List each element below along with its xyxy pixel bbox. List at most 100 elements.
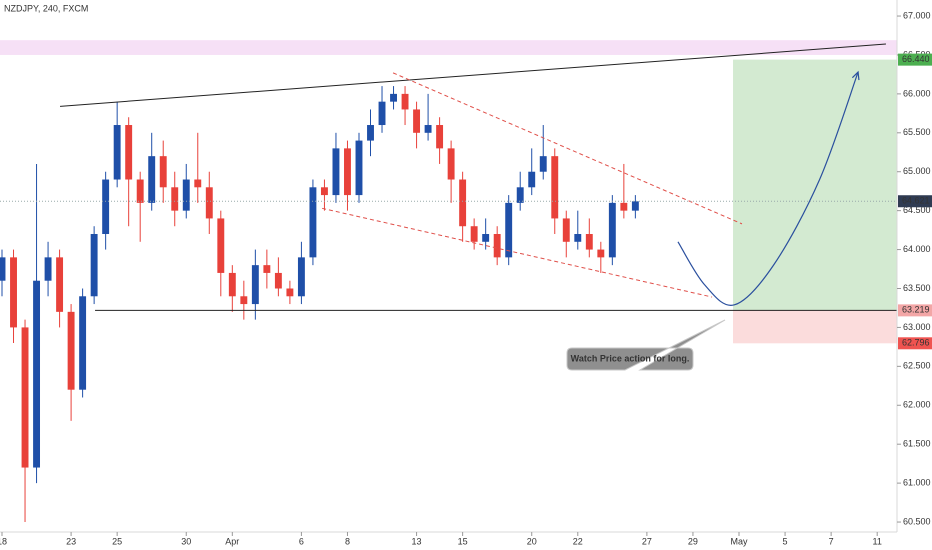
candle-body [597, 249, 605, 258]
y-tick-label: 61.000 [903, 477, 931, 487]
trend-line [392, 72, 743, 225]
price-label: 63.219 [902, 305, 930, 315]
candle-body [551, 156, 559, 219]
candle-body [263, 265, 271, 273]
x-tick-label: 8 [345, 536, 350, 546]
arrow-head [851, 70, 860, 81]
y-tick-label: 62.500 [903, 361, 931, 371]
callout: Watch Price action for long. [566, 319, 726, 371]
candle-body [0, 257, 6, 281]
candle-body [344, 148, 351, 196]
y-tick-label: 66.000 [903, 88, 931, 98]
x-tick-label: 6 [299, 536, 304, 546]
candle-body [148, 156, 156, 203]
candle-body [424, 125, 432, 133]
candle-body [516, 187, 524, 203]
candle-body [33, 280, 41, 468]
candle-body [585, 234, 593, 250]
x-tick-label: 18 [0, 536, 7, 546]
price-label-box [898, 337, 932, 350]
candle-body [79, 296, 87, 390]
x-tick-label: 22 [573, 536, 583, 546]
x-tick-label: 23 [66, 536, 76, 546]
candle-body [355, 140, 363, 196]
price-label: 62.796 [902, 338, 930, 348]
candle-body [21, 327, 29, 468]
x-tick-label: 13 [412, 536, 422, 546]
x-tick-label: Apr [225, 536, 239, 546]
y-tick-label: 63.500 [903, 283, 931, 293]
price-label-box [898, 304, 932, 317]
price-label-box [898, 195, 932, 208]
candle-body [171, 187, 179, 211]
candle-body [528, 171, 536, 188]
trend-line [677, 71, 859, 306]
candle-body [205, 187, 213, 219]
candle-body [10, 257, 17, 328]
candle-body [251, 265, 259, 305]
x-tick-label: 15 [458, 536, 468, 546]
candle-body [102, 179, 110, 235]
candle-body [631, 201, 639, 211]
candle-body [574, 234, 582, 242]
y-tick-label: 65.000 [903, 166, 931, 176]
candle-body [228, 272, 236, 297]
candle-body [113, 125, 121, 180]
candle-body [620, 202, 628, 211]
price-label: 66.440 [902, 54, 930, 64]
candle-body [539, 156, 547, 172]
candle-body [401, 93, 409, 110]
x-tick-label: 11 [873, 536, 882, 546]
candle-body [240, 296, 248, 305]
candle-body [436, 125, 444, 149]
candle-body [320, 187, 328, 196]
price-label: 64.621 [902, 196, 930, 206]
candle-body [136, 179, 144, 203]
y-tick-label: 63.000 [903, 322, 931, 332]
candle-body [459, 179, 467, 227]
trend-line [322, 207, 713, 298]
candle-body [493, 234, 501, 258]
candle-body [159, 156, 167, 188]
candle-body [378, 101, 386, 126]
y-tick-label: 65.500 [903, 127, 931, 137]
candle-body [367, 125, 374, 141]
x-tick-label: 20 [527, 536, 537, 546]
y-tick-label: 60.500 [903, 516, 931, 526]
candle-body [332, 148, 340, 196]
zone [0, 40, 897, 55]
callout-box [566, 319, 726, 371]
x-tick-label: 29 [688, 536, 698, 546]
candle-body [470, 226, 478, 242]
candles [0, 86, 639, 523]
x-tick-label: 27 [642, 536, 652, 546]
candle-body [413, 109, 421, 133]
candle-body [67, 311, 75, 390]
candle-body [56, 257, 64, 312]
x-tick-label: May [730, 536, 748, 546]
candle-body [562, 218, 570, 242]
candle-body [44, 257, 52, 281]
y-tick-label: 67.000 [903, 10, 931, 20]
candle-body [182, 179, 190, 211]
trend-line [60, 43, 886, 107]
candle-body [297, 257, 305, 297]
chart-title: NZDJPY, 240, FXCM [4, 3, 88, 13]
candle-body [447, 148, 455, 180]
zone [733, 310, 897, 344]
candle-body [274, 272, 282, 289]
candle-body [608, 202, 616, 258]
x-tick-label: 7 [829, 536, 834, 546]
x-tick-label: 30 [181, 536, 191, 546]
x-tick-label: 25 [112, 536, 122, 546]
candle-body [309, 187, 317, 258]
candle-body [505, 202, 513, 258]
x-tick-label: 5 [783, 536, 788, 546]
candle-body [390, 93, 397, 102]
callout-text: Watch Price action for long. [571, 353, 690, 363]
axes: 67.00066.50066.00065.50065.00064.50064.0… [0, 10, 932, 546]
zone [733, 59, 897, 311]
candle-body [90, 234, 98, 297]
drawings [0, 43, 897, 311]
